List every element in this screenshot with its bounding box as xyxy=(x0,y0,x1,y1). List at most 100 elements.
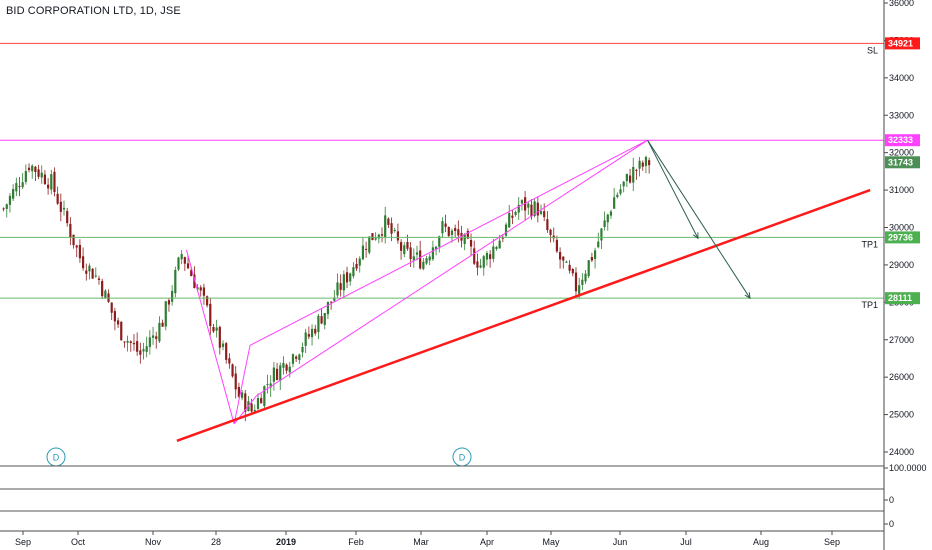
candle-body xyxy=(72,234,75,246)
candle xyxy=(142,342,145,360)
y-tick-label: 31000 xyxy=(889,185,914,195)
candle xyxy=(641,160,644,171)
candle xyxy=(450,228,454,243)
candle-body xyxy=(18,186,21,188)
candle xyxy=(177,256,180,272)
candle xyxy=(263,385,266,410)
candle-body xyxy=(501,237,504,239)
candle xyxy=(183,256,186,271)
candle-body xyxy=(317,315,320,333)
candle-body xyxy=(558,252,562,260)
candle xyxy=(447,226,450,238)
candle-body xyxy=(396,231,400,241)
candle-body xyxy=(330,301,333,303)
candle xyxy=(295,355,298,363)
y-tick-label: 34000 xyxy=(889,73,914,83)
candle xyxy=(43,170,47,185)
candle-body xyxy=(644,156,648,166)
candle xyxy=(441,217,444,239)
candle-body xyxy=(527,203,530,208)
candle xyxy=(415,245,419,261)
candle xyxy=(272,361,275,391)
x-tick-label: Nov xyxy=(145,537,162,547)
candle xyxy=(403,242,406,258)
candle-body xyxy=(339,283,342,290)
candle-body xyxy=(15,183,18,192)
price-tag-target xyxy=(885,231,920,244)
candle xyxy=(635,168,638,180)
candle xyxy=(304,328,307,354)
candle-body xyxy=(269,383,272,388)
candle-body xyxy=(320,316,323,324)
candle-body xyxy=(387,218,390,225)
candle-body xyxy=(530,204,533,217)
candle-body xyxy=(622,181,625,187)
candle-body xyxy=(85,270,88,274)
candle-body xyxy=(231,364,234,377)
candle xyxy=(590,252,593,263)
candle xyxy=(101,278,104,300)
candle-body xyxy=(228,358,231,364)
candle-body xyxy=(619,189,622,194)
candle-body xyxy=(221,343,225,347)
candle xyxy=(24,164,27,185)
candle xyxy=(206,295,209,308)
candle xyxy=(47,178,50,195)
candle-body xyxy=(81,256,85,269)
candle xyxy=(279,362,282,391)
candle-body xyxy=(34,166,37,173)
candle xyxy=(155,331,158,349)
level-line-label: SL xyxy=(867,45,878,55)
candle-body xyxy=(345,272,349,283)
candle xyxy=(314,324,317,336)
candle xyxy=(622,180,625,193)
candle-body xyxy=(613,197,616,209)
candle xyxy=(625,173,628,188)
candle-body xyxy=(422,261,425,269)
candle xyxy=(571,268,574,277)
candle xyxy=(310,324,314,346)
candle-body xyxy=(479,265,482,268)
candle-body xyxy=(104,290,107,299)
dividend-marker[interactable]: D xyxy=(452,447,472,467)
candle-body xyxy=(62,207,66,210)
forecast-arrow-tp1-head xyxy=(692,232,699,240)
candle-body xyxy=(142,349,145,352)
candle xyxy=(555,235,559,254)
candle-body xyxy=(409,247,412,260)
candle-body xyxy=(151,335,155,338)
candle-body xyxy=(399,242,403,251)
candle-body xyxy=(450,230,454,235)
candle xyxy=(209,298,212,336)
dividend-marker[interactable]: D xyxy=(46,447,66,467)
x-tick-label: Jul xyxy=(680,537,692,547)
candle xyxy=(485,251,489,266)
candle-body xyxy=(635,169,638,171)
candle-body xyxy=(31,165,34,172)
candle-body xyxy=(485,253,489,260)
candle-body xyxy=(384,215,387,238)
candle-body xyxy=(469,240,473,247)
candle xyxy=(66,207,69,227)
candle xyxy=(161,319,164,327)
candle-body xyxy=(606,214,609,223)
candle-body xyxy=(171,291,174,302)
candle xyxy=(62,200,66,216)
candle xyxy=(444,214,447,233)
last-price-tag-text: 31743 xyxy=(888,157,913,167)
candle-body xyxy=(177,257,180,270)
candle-body xyxy=(349,273,352,282)
candle-body xyxy=(358,258,361,266)
candle-body xyxy=(253,410,256,412)
candle-body xyxy=(568,264,571,271)
candle xyxy=(323,312,326,330)
candle xyxy=(136,332,139,356)
candle xyxy=(393,227,396,233)
candle-body xyxy=(66,211,69,224)
candle xyxy=(476,253,479,276)
candle-body xyxy=(314,328,317,334)
y-tick-label: 29000 xyxy=(889,260,914,270)
candle xyxy=(50,169,53,195)
